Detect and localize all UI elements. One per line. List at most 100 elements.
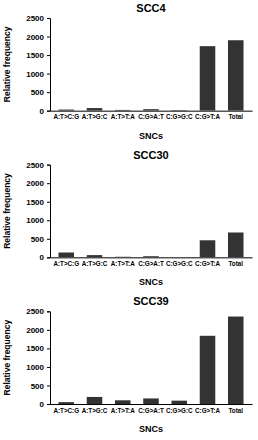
panel: SCC3905001000150020002500A:T>C:GA:T>G:CA… (2, 295, 253, 434)
y-tick: 1000 (26, 70, 50, 79)
x-tick-label: C:G>A:T (138, 407, 164, 414)
x-tick: A:T>G:C (82, 111, 108, 121)
bar (143, 256, 159, 257)
x-axis: A:T>C:GA:T>G:CA:T>T:AC:G>A:TC:G>G:CC:G>T… (51, 404, 253, 414)
y-tick-mark (47, 37, 50, 38)
x-tick: C:G>A:T (138, 111, 164, 121)
y-tick: 1500 (26, 344, 50, 353)
y-tick-label: 500 (31, 88, 45, 97)
x-tick: C:G>A:T (138, 404, 164, 414)
x-tick: A:T>G:C (82, 404, 108, 414)
bar (143, 109, 159, 110)
y-tick-label: 0 (40, 400, 45, 409)
bars (58, 40, 243, 110)
y-tick-mark (47, 257, 50, 258)
x-tick-label: C:G>T:A (195, 407, 220, 414)
y-tick: 500 (31, 382, 50, 391)
y-tick-label: 0 (40, 253, 45, 262)
y-tick-mark (47, 385, 50, 386)
y-axis-title: Relative frequency (2, 173, 12, 249)
y-tick-mark (47, 55, 50, 56)
y-tick: 2000 (26, 326, 50, 335)
y-tick: 2500 (26, 14, 50, 23)
x-tick-label: C:G>A:T (138, 113, 164, 120)
y-axis: 05001000150020002500 (26, 307, 50, 409)
chart-title: SCC39 (133, 295, 168, 307)
y-tick: 0 (40, 253, 50, 262)
x-tick-label: C:G>A:T (138, 260, 164, 267)
y-axis-title: Relative frequency (2, 26, 12, 102)
y-tick-label: 0 (40, 107, 45, 116)
bar (58, 402, 74, 404)
x-tick-label: A:T>G:C (82, 407, 108, 414)
y-tick-mark (47, 92, 50, 93)
bar (228, 40, 244, 110)
x-tick-label: C:G>T:A (195, 113, 220, 120)
x-tick-label: A:T>C:G (53, 113, 79, 120)
y-tick: 500 (31, 88, 50, 97)
y-tick-mark (47, 165, 50, 166)
x-tick: C:G>T:A (195, 404, 220, 414)
y-tick-mark (47, 239, 50, 240)
x-axis-line (51, 404, 253, 405)
y-tick: 1500 (26, 198, 50, 207)
bar (228, 232, 244, 257)
y-tick-mark (47, 18, 50, 19)
y-tick-label: 2000 (26, 179, 44, 188)
y-tick-label: 1500 (26, 344, 44, 353)
panel: SCC3005001000150020002500A:T>C:GA:T>G:CA… (2, 149, 253, 288)
x-tick: C:G>A:T (138, 257, 164, 267)
x-tick-label: Total (228, 407, 243, 414)
bars (58, 317, 243, 404)
x-tick: Total (228, 111, 243, 121)
x-tick: A:T>C:G (53, 111, 79, 121)
y-tick-mark (47, 330, 50, 331)
y-tick: 2500 (26, 161, 50, 170)
x-tick: C:G>G:C (166, 111, 193, 121)
y-tick-label: 500 (31, 235, 45, 244)
x-tick: C:G>G:C (166, 257, 193, 267)
y-tick-label: 1000 (26, 70, 44, 79)
y-tick-label: 2000 (26, 326, 44, 335)
y-tick-mark (47, 220, 50, 221)
x-tick: Total (228, 404, 243, 414)
y-tick-mark (47, 183, 50, 184)
y-axis-title: Relative frequency (2, 320, 12, 396)
bar (115, 400, 131, 404)
y-axis-line (47, 165, 51, 258)
x-tick: A:T>T:A (111, 111, 135, 121)
x-tick: Total (228, 257, 243, 267)
x-axis-title: SNCs (139, 277, 163, 287)
x-axis-line (51, 257, 253, 258)
x-tick-label: Total (228, 113, 243, 120)
bar (87, 255, 103, 257)
x-axis-line (51, 111, 253, 112)
x-tick: C:G>T:A (195, 257, 220, 267)
x-axis-title: SNCs (139, 131, 163, 141)
y-tick-label: 500 (31, 382, 45, 391)
x-axis: A:T>C:GA:T>G:CA:T>T:AC:G>A:TC:G>G:CC:G>T… (51, 111, 253, 121)
x-tick: A:T>G:C (82, 257, 108, 267)
bar (115, 256, 131, 257)
bar (58, 110, 74, 111)
bar (87, 397, 103, 404)
bar (228, 317, 244, 404)
y-tick: 0 (40, 107, 50, 116)
y-tick: 2000 (26, 33, 50, 42)
x-tick-label: A:T>T:A (111, 260, 135, 267)
y-tick-label: 2500 (26, 307, 44, 316)
x-tick-label: A:T>C:G (53, 407, 79, 414)
y-tick-label: 1500 (26, 198, 44, 207)
x-tick-label: A:T>C:G (53, 260, 79, 267)
y-tick: 2000 (26, 179, 50, 188)
y-axis-line (47, 312, 51, 405)
y-tick-mark (47, 111, 50, 112)
y-axis: 0 500 1000 1500 2000 2500 (26, 14, 50, 116)
chart-title: SCC4 (136, 2, 166, 14)
bar (87, 108, 103, 111)
x-tick-label: Total (228, 260, 243, 267)
x-tick-label: C:G>G:C (166, 260, 193, 267)
y-tick-label: 1500 (26, 51, 44, 60)
y-tick-mark (47, 348, 50, 349)
x-axis-title: SNCs (139, 424, 163, 434)
